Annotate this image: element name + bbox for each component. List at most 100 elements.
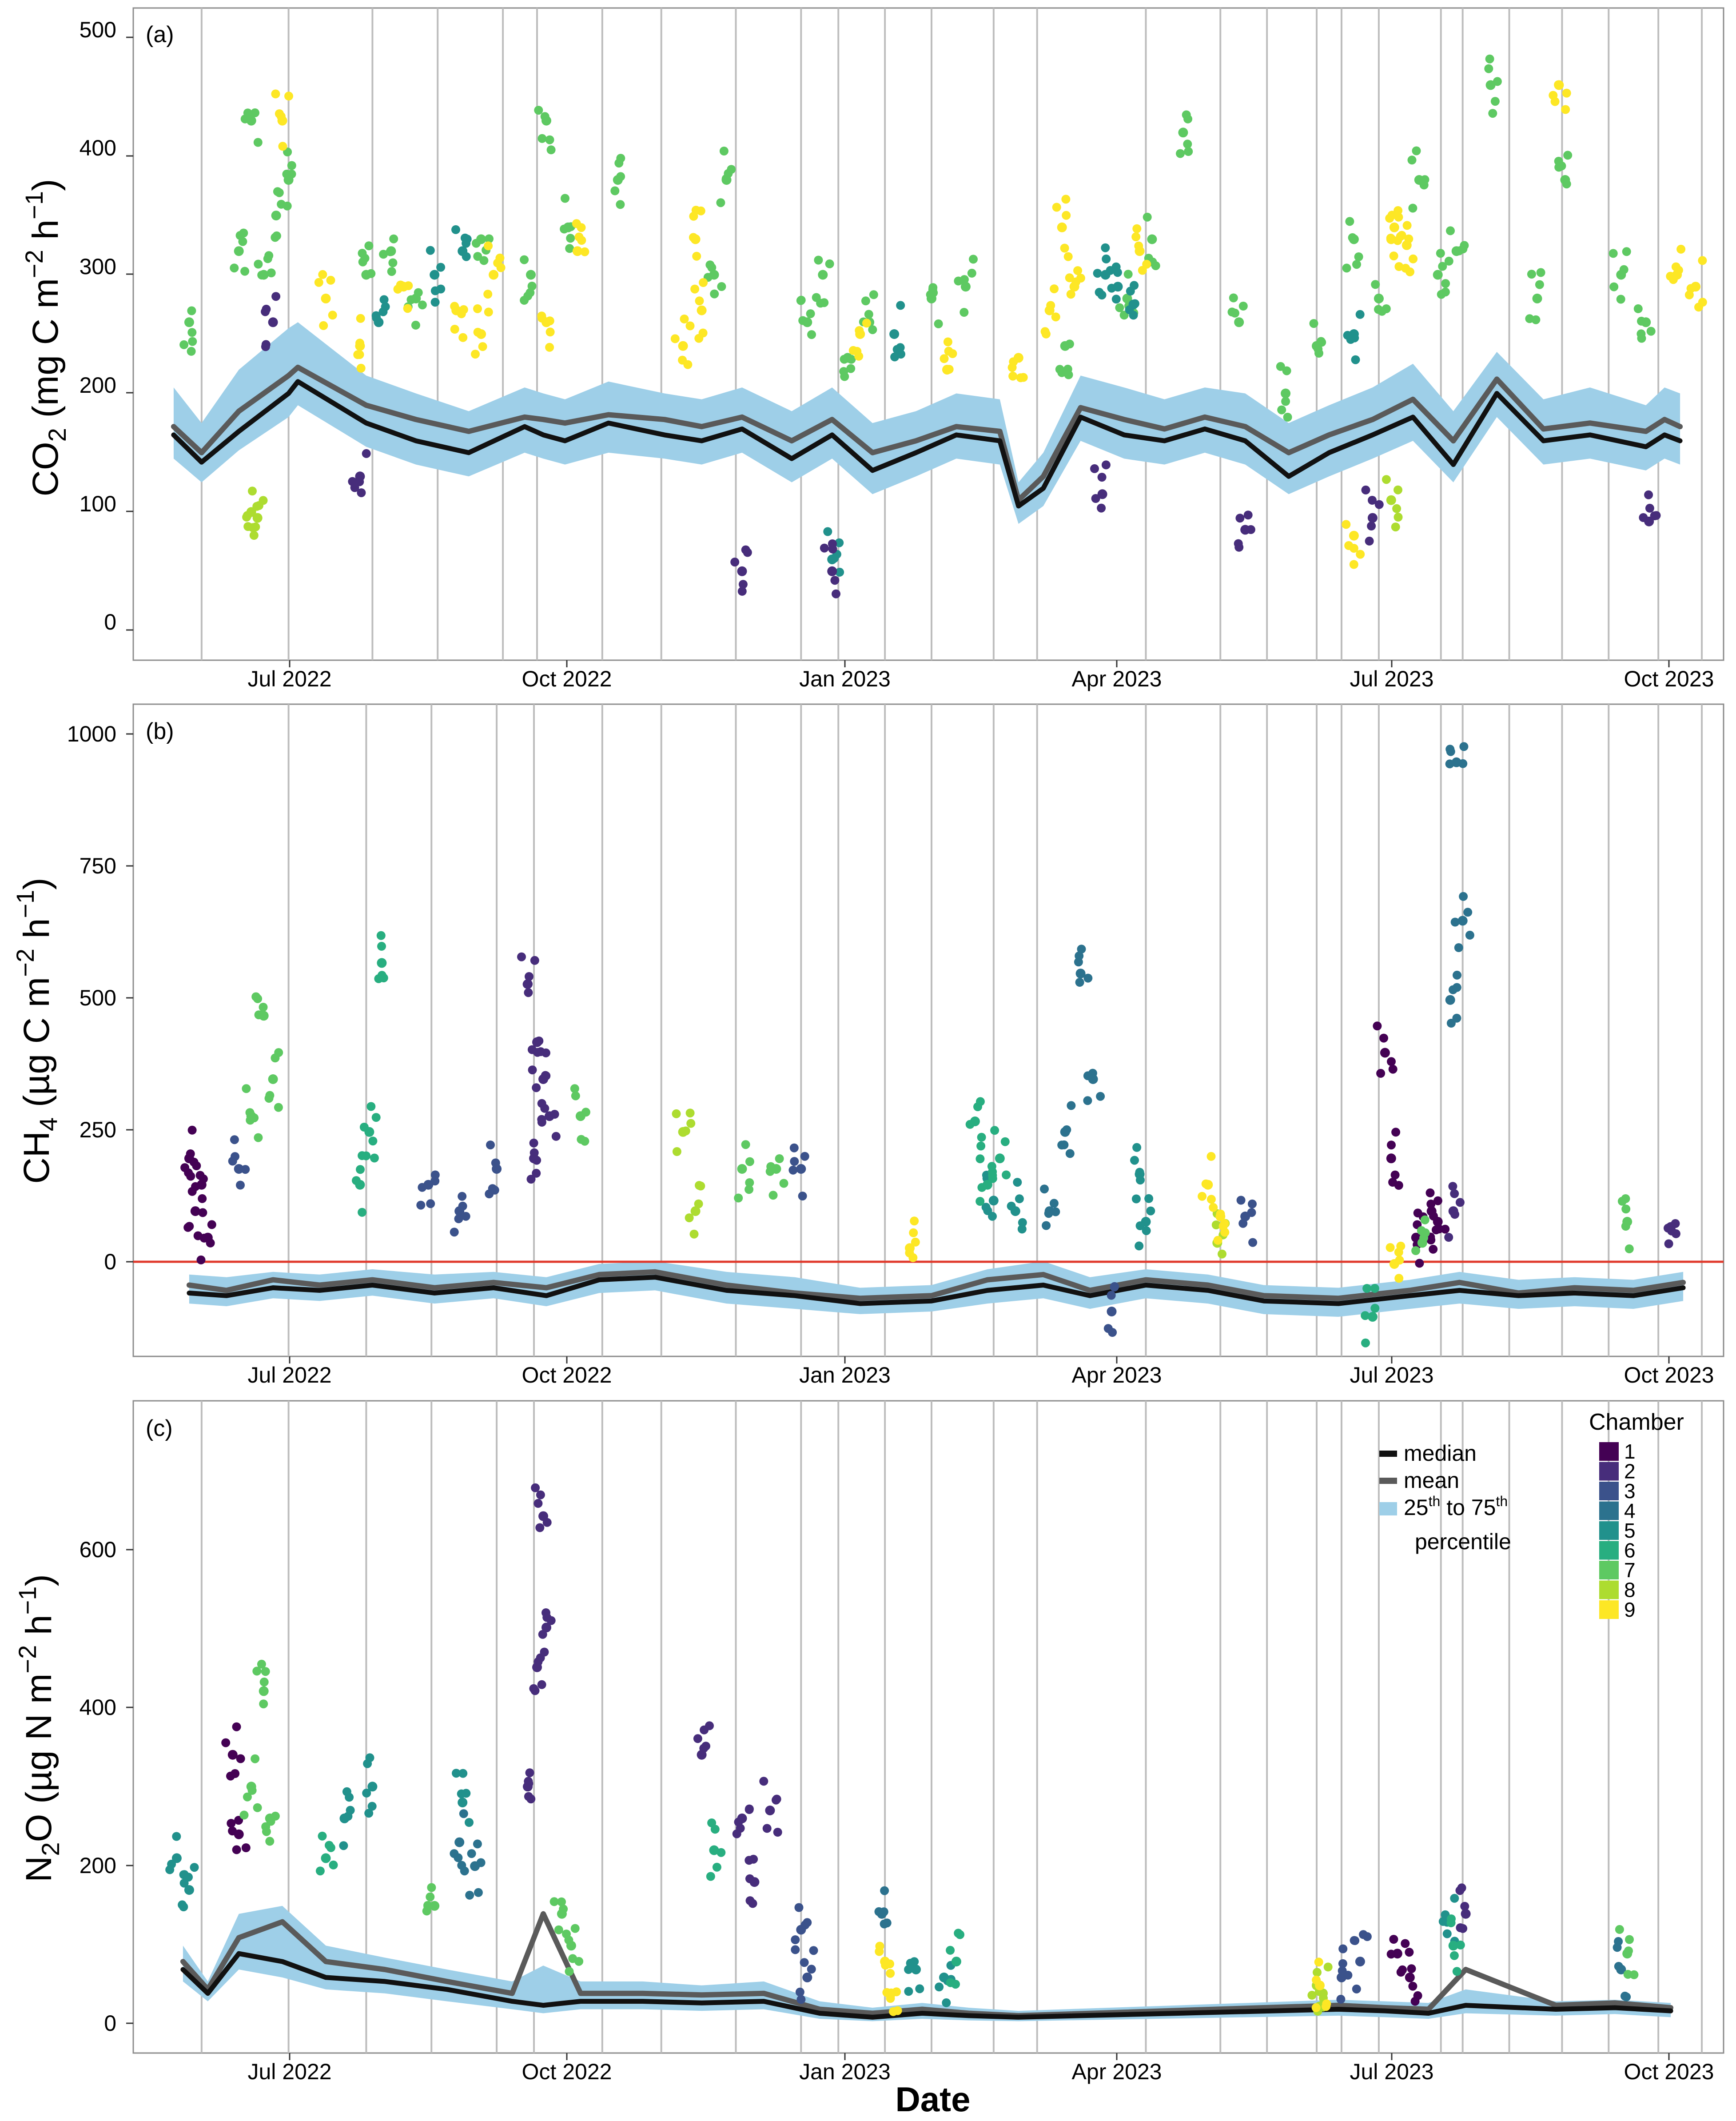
data-point — [1013, 1178, 1022, 1187]
data-point — [1343, 331, 1352, 340]
data-point — [1536, 268, 1545, 277]
data-point — [745, 1178, 754, 1187]
data-point — [1135, 1168, 1144, 1177]
data-point — [768, 1191, 778, 1200]
data-point — [942, 1998, 951, 2007]
data-point — [685, 321, 695, 331]
data-point — [1446, 1918, 1456, 1927]
data-point — [1446, 747, 1455, 756]
data-point — [1614, 1962, 1623, 1971]
panel-a-tag: (a) — [146, 22, 174, 48]
data-point — [458, 1201, 467, 1211]
panel-c-x-ticks: Jul 2022 Oct 2022 Jan 2023 Apr 2023 Jul … — [247, 2053, 1714, 2084]
data-point — [525, 1768, 534, 1778]
data-point — [1065, 1149, 1075, 1158]
data-point — [167, 1859, 176, 1869]
data-point — [1625, 1935, 1634, 1944]
data-point — [574, 1957, 584, 1966]
data-point — [1429, 1244, 1438, 1254]
data-point — [1460, 1902, 1469, 1911]
data-point — [1359, 1930, 1368, 1939]
data-point — [1065, 339, 1074, 349]
data-point — [745, 1185, 754, 1194]
data-point — [700, 1725, 709, 1734]
data-point — [823, 527, 832, 536]
data-point — [795, 1987, 804, 1997]
y-title-part: −2 — [13, 1645, 41, 1674]
data-point — [359, 1123, 369, 1132]
data-point — [406, 295, 416, 304]
data-point — [541, 1071, 550, 1080]
data-point — [1388, 1064, 1398, 1074]
data-point — [743, 548, 752, 557]
data-point — [1370, 1284, 1379, 1293]
data-point — [191, 1182, 200, 1191]
data-point — [794, 1903, 804, 1912]
data-point — [696, 1181, 705, 1191]
legend-chamber-label: 9 — [1624, 1598, 1636, 1621]
data-point — [1367, 522, 1376, 530]
data-point — [1238, 302, 1248, 311]
legend-range-part: th — [1429, 1493, 1441, 1509]
data-point — [868, 325, 877, 335]
data-point — [1147, 234, 1157, 244]
data-point — [948, 349, 957, 358]
data-point — [695, 296, 704, 306]
median-line — [180, 1951, 1673, 2020]
data-point — [1532, 293, 1542, 303]
data-point — [1458, 1924, 1468, 1933]
data-point — [485, 1189, 494, 1199]
data-point — [454, 1214, 463, 1224]
data-point — [1312, 1975, 1321, 1985]
data-point — [1134, 241, 1143, 251]
data-point — [554, 1925, 563, 1934]
y-title-part: −1 — [11, 890, 39, 918]
data-point — [1044, 1209, 1053, 1218]
data-point — [1386, 1243, 1395, 1252]
data-point — [905, 1248, 914, 1258]
data-point — [610, 186, 620, 195]
data-point — [572, 219, 581, 228]
data-point — [537, 311, 546, 321]
data-point — [187, 1125, 197, 1135]
y-tick-label: 200 — [80, 1853, 116, 1878]
data-point — [791, 1945, 800, 1954]
data-point — [1609, 249, 1618, 258]
data-point — [880, 1919, 889, 1929]
x-tick-label: Jul 2022 — [247, 2059, 331, 2084]
data-point — [1345, 217, 1354, 226]
data-point — [1490, 97, 1500, 106]
data-point — [1355, 1957, 1365, 1967]
data-point — [259, 1677, 269, 1686]
data-point — [1671, 1219, 1680, 1228]
data-point — [458, 1769, 468, 1778]
panel-b-y-axis-title: CH4 (µg C m−2 h−1) — [11, 877, 62, 1184]
data-point — [430, 1901, 440, 1911]
data-point — [1338, 1944, 1348, 1954]
data-point — [689, 1229, 699, 1239]
y-title-part: O (µg N m — [19, 1674, 59, 1842]
data-point — [1535, 280, 1544, 289]
data-point — [1126, 287, 1135, 296]
y-tick-label: 300 — [80, 254, 116, 279]
data-point — [1402, 221, 1412, 230]
data-point — [458, 1798, 468, 1808]
data-point — [1101, 460, 1111, 470]
data-point — [1348, 233, 1357, 242]
data-point — [1485, 80, 1496, 90]
data-point — [532, 1168, 541, 1178]
data-point — [545, 135, 554, 144]
data-point — [1354, 252, 1363, 261]
data-point — [1444, 256, 1453, 266]
data-point — [343, 1812, 353, 1821]
panel-b-frame — [132, 703, 1724, 1357]
data-point — [450, 302, 459, 311]
panel-c-y-ticks: 0 200 400 600 — [80, 1537, 133, 2036]
panel-b-lines — [186, 1269, 1686, 1306]
data-point — [1394, 1274, 1404, 1283]
data-point — [892, 345, 902, 354]
data-point — [190, 1863, 199, 1872]
data-point — [1614, 1937, 1623, 1946]
data-point — [762, 1824, 772, 1833]
